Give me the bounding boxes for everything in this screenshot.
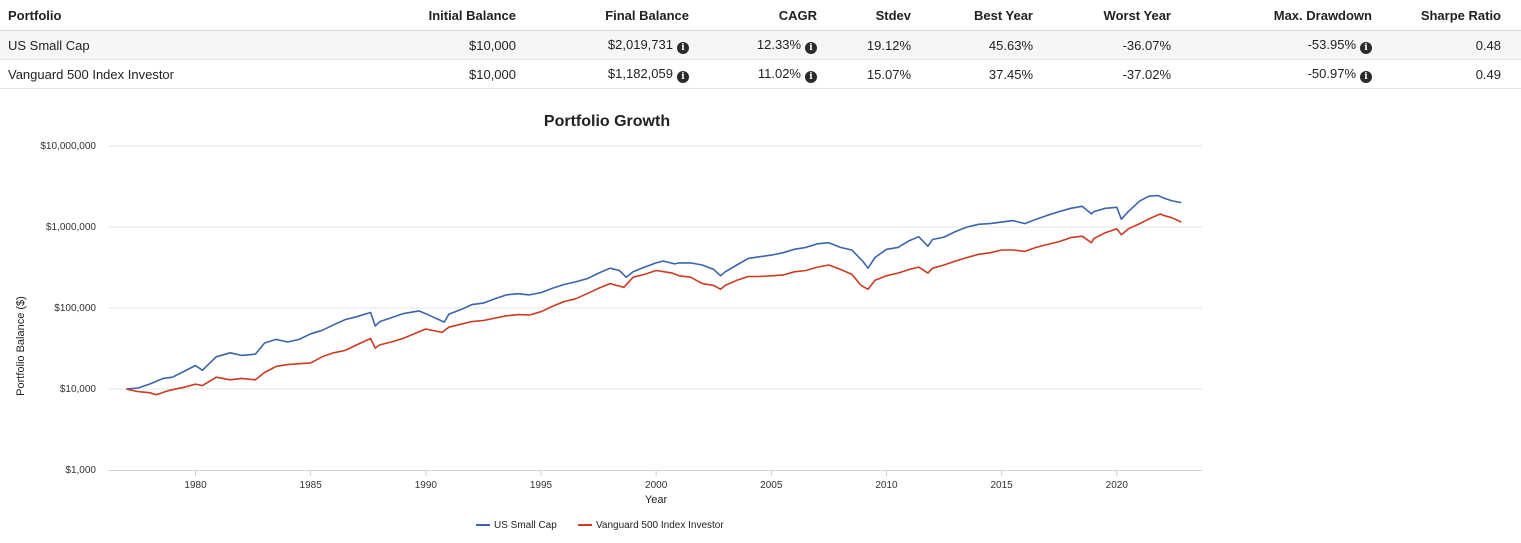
legend-label: US Small Cap <box>494 520 557 531</box>
cell-cagr: 12.33% i <box>709 30 837 60</box>
cell-value: 15.07% <box>866 66 911 82</box>
header-cagr: CAGR <box>709 0 837 31</box>
x-axis-title: Year <box>645 494 668 506</box>
cell-stdev: 19.12% <box>837 30 931 60</box>
info-icon[interactable]: i <box>1360 70 1372 83</box>
x-tick-label: 1995 <box>530 480 553 491</box>
portfolio-growth-chart: Portfolio Growth $1,000 $10,000 $100,000 $1,… <box>15 113 1202 531</box>
x-tick-label: 2005 <box>760 480 783 491</box>
y-tick-label: $1,000,000 <box>46 222 96 233</box>
header-sharpe-ratio: Sharpe Ratio <box>1392 0 1521 31</box>
header-final-balance: Final Balance <box>536 0 709 31</box>
cell-value: -36.07% <box>1122 37 1171 53</box>
cell-value: 19.12% <box>866 37 911 53</box>
cell-portfolio-name: US Small Cap <box>0 30 268 60</box>
header-initial-balance: Initial Balance <box>268 0 536 31</box>
series-line-vanguard-500 <box>126 213 1182 396</box>
cell-value: -37.02% <box>1122 66 1171 82</box>
header-worst-year: Worst Year <box>1053 0 1191 31</box>
cell-best-year: 37.45% <box>931 59 1053 89</box>
cell-value: 12.33% <box>756 36 801 52</box>
cell-final-balance: $2,019,731 i <box>536 30 709 60</box>
cell-sharpe-ratio: 0.48 <box>1392 30 1521 60</box>
cell-value: Vanguard 500 Index Investor <box>8 66 174 82</box>
cell-value: 37.45% <box>988 66 1033 82</box>
row-vanguard-500: Vanguard 500 Index Investor $10,000 $1,182… <box>0 59 1521 89</box>
x-tick-label: 1990 <box>415 480 438 491</box>
table-header-row: Portfolio Initial Balance Final Balance … <box>0 0 1521 31</box>
x-tick-label: 1985 <box>300 480 323 491</box>
cell-stdev: 15.07% <box>837 59 931 89</box>
info-icon[interactable]: i <box>805 41 817 54</box>
header-max-drawdown: Max. Drawdown <box>1191 0 1392 31</box>
row-us-small-cap: US Small Cap $10,000 $2,019,731 i 12.33% i 19.… <box>0 30 1521 60</box>
cell-worst-year: -37.02% <box>1053 59 1191 89</box>
info-icon[interactable]: i <box>1360 41 1372 54</box>
x-tick-label: 2010 <box>875 480 898 491</box>
cell-value: US Small Cap <box>8 37 90 53</box>
info-icon[interactable]: i <box>677 41 689 54</box>
x-tick-label: 1980 <box>184 480 207 491</box>
cell-value: $10,000 <box>469 66 516 82</box>
series-line-us-small-cap <box>126 194 1182 390</box>
cell-value: -53.95% <box>1307 36 1356 52</box>
cell-best-year: 45.63% <box>931 30 1053 60</box>
cell-value: 0.49 <box>1475 66 1501 82</box>
header-best-year: Best Year <box>931 0 1053 31</box>
legend-label: Vanguard 500 Index Investor <box>596 520 724 531</box>
chart-title: Portfolio Growth <box>544 113 670 130</box>
cell-value: $10,000 <box>469 37 516 53</box>
info-icon[interactable]: i <box>805 70 817 83</box>
y-axis-title: Portfolio Balance ($) <box>15 296 27 396</box>
cell-worst-year: -36.07% <box>1053 30 1191 60</box>
y-tick-label: $1,000 <box>65 465 96 476</box>
info-icon[interactable]: i <box>677 70 689 83</box>
cell-initial-balance: $10,000 <box>268 59 536 89</box>
cell-value: 45.63% <box>988 37 1033 53</box>
cell-value: $1,182,059 <box>607 65 673 81</box>
cell-portfolio-name: Vanguard 500 Index Investor <box>0 59 268 89</box>
cell-sharpe-ratio: 0.49 <box>1392 59 1521 89</box>
header-stdev: Stdev <box>837 0 931 31</box>
cell-final-balance: $1,182,059 i <box>536 59 709 89</box>
x-tick-label: 2015 <box>991 480 1014 491</box>
y-tick-label: $100,000 <box>54 303 96 314</box>
y-tick-label: $10,000 <box>60 384 97 395</box>
x-tick-label: 2020 <box>1106 480 1129 491</box>
cell-value: 11.02% <box>757 65 801 81</box>
cell-value: 0.48 <box>1475 37 1501 53</box>
cell-initial-balance: $10,000 <box>268 30 536 60</box>
cell-max-drawdown: -53.95% i <box>1191 30 1392 60</box>
y-tick-label: $10,000,000 <box>40 141 96 152</box>
cell-max-drawdown: -50.97% i <box>1191 59 1392 89</box>
cell-value: -50.97% <box>1307 65 1356 81</box>
header-portfolio: Portfolio <box>0 0 268 31</box>
cell-cagr: 11.02% i <box>709 59 837 89</box>
portfolio-summary-table: Portfolio Initial Balance Final Balance … <box>0 0 1521 89</box>
x-tick-label: 2000 <box>645 480 668 491</box>
cell-value: $2,019,731 <box>607 36 673 52</box>
